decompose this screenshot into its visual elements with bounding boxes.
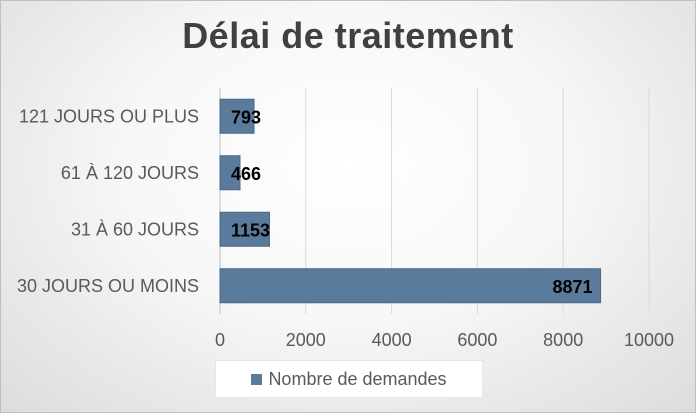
x-tick-label: 0 <box>215 330 225 350</box>
data-label: 8871 <box>553 277 593 297</box>
data-label: 793 <box>231 107 261 127</box>
x-tick-label: 4000 <box>372 330 412 350</box>
x-tick-label: 10000 <box>624 330 674 350</box>
bar <box>219 268 602 304</box>
bar <box>219 98 255 134</box>
x-tick-label: 6000 <box>457 330 497 350</box>
bar <box>219 155 241 191</box>
legend: Nombre de demandes <box>215 360 483 398</box>
category-label: 121 JOURS OU PLUS <box>19 106 199 126</box>
category-label: 31 À 60 JOURS <box>71 219 199 239</box>
x-tick-label: 2000 <box>286 330 326 350</box>
category-label: 61 À 120 JOURS <box>61 163 199 183</box>
chart-title: Délai de traitement <box>182 15 514 56</box>
category-label: 30 JOURS OU MOINS <box>17 276 199 296</box>
legend-label: Nombre de demandes <box>268 368 447 389</box>
x-tick-label: 8000 <box>543 330 583 350</box>
legend-swatch <box>251 373 263 385</box>
data-label: 466 <box>231 164 261 184</box>
data-label: 1153 <box>231 220 270 240</box>
bar <box>219 211 270 247</box>
